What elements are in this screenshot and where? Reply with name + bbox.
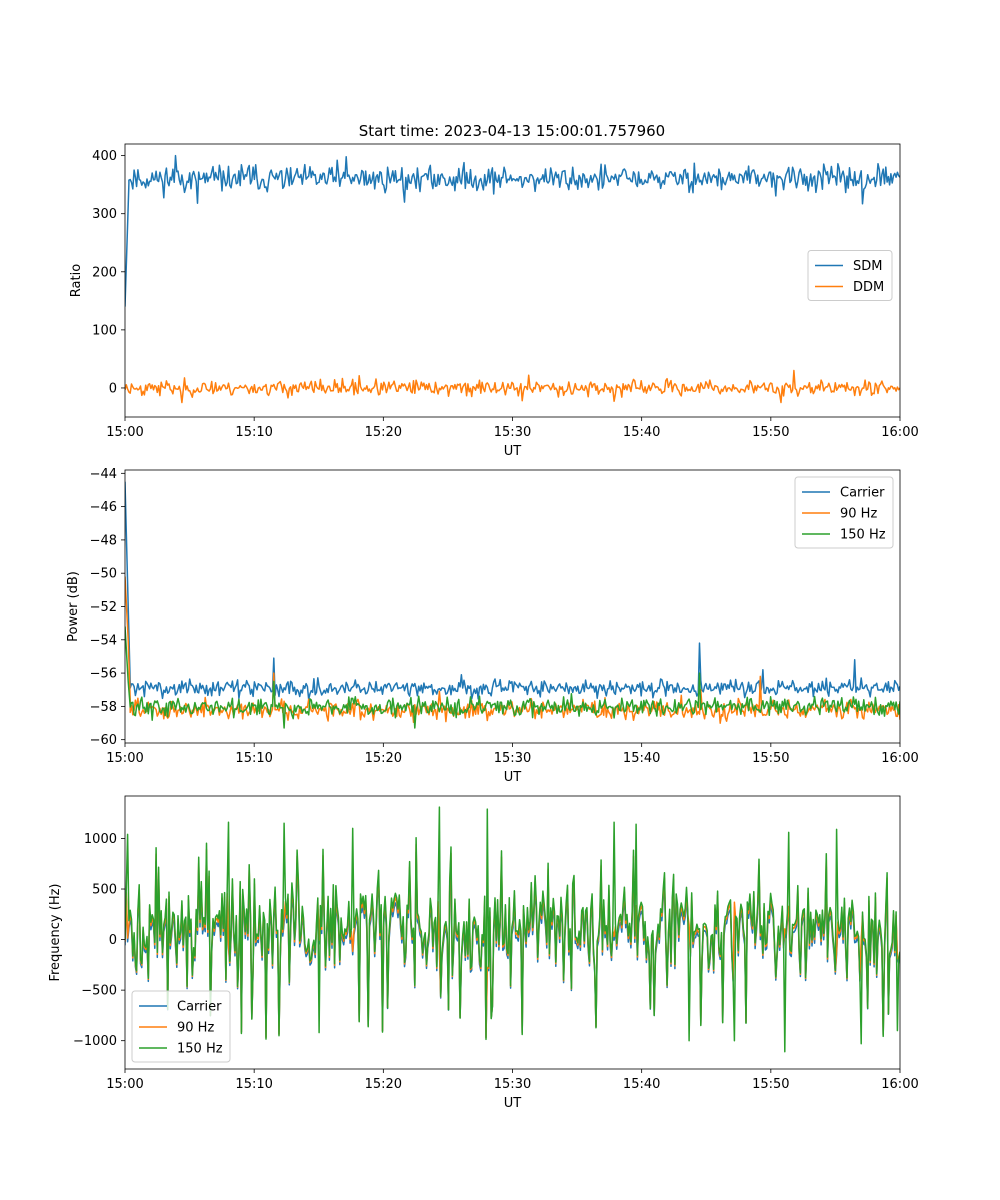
y-tick-label: 500 [92, 883, 117, 898]
legend: Carrier 90 Hz 150 Hz [794, 476, 894, 549]
legend-label: Carrier [177, 1000, 222, 1015]
x-tick-label: 15:30 [494, 425, 531, 440]
y-tick-label: −44 [90, 467, 117, 482]
y-tick-label: −48 [90, 533, 117, 548]
series-group [125, 806, 900, 1053]
legend-label: 150 Hz [177, 1042, 223, 1057]
y-tick-label: −1000 [73, 1034, 117, 1049]
legend-label: Carrier [840, 486, 885, 501]
x-tick-label: 16:00 [881, 425, 918, 440]
x-axis-label: UT [504, 444, 522, 459]
y-tick-label: −46 [90, 500, 117, 515]
x-tick-label: 15:10 [235, 425, 272, 440]
y-tick-label: 400 [92, 149, 117, 164]
legend-box [131, 990, 231, 1063]
y-tick-label: −54 [90, 633, 117, 648]
x-tick-label: 15:10 [235, 751, 272, 766]
x-tick-label: 15:40 [623, 425, 660, 440]
x-tick-label: 15:20 [365, 1077, 402, 1092]
x-tick-label: 15:50 [752, 751, 789, 766]
series-line-sdm [125, 154, 900, 307]
legend-label: 150 Hz [840, 528, 886, 543]
y-tick-label: 300 [92, 207, 117, 222]
legend-label: DDM [853, 280, 884, 295]
legend-label: 90 Hz [840, 507, 877, 522]
chart-title: Start time: 2023-04-13 15:00:01.757960 [359, 122, 665, 140]
legend-label: 90 Hz [177, 1021, 214, 1036]
subplot-3: 15:00 15:10 15:20 15:30 15:40 15:50 16:00 −1000… [48, 795, 919, 1111]
series-group [125, 481, 900, 729]
y-tick-label: −52 [90, 600, 117, 615]
y-tick-label: 0 [109, 933, 117, 948]
y-tick-label: −56 [90, 667, 117, 682]
y-axis-label: Frequency (Hz) [48, 883, 63, 981]
legend: Carrier 90 Hz 150 Hz [131, 990, 231, 1063]
x-tick-label: 15:00 [106, 751, 143, 766]
subplot-2: 15:00 15:10 15:20 15:30 15:40 15:50 16:00 −60 −5… [66, 467, 919, 785]
x-tick-label: 15:00 [106, 1077, 143, 1092]
series-group [125, 154, 900, 404]
x-tick-label: 15:30 [494, 751, 531, 766]
series-line-ddm [125, 369, 900, 404]
subplot-1: 15:00 15:10 15:20 15:30 15:40 15:50 16:00 0 100 2… [69, 143, 919, 459]
x-axis-label: UT [504, 770, 522, 785]
y-axis-label: Power (dB) [66, 571, 81, 642]
x-tick-label: 16:00 [881, 751, 918, 766]
legend-label: SDM [853, 259, 882, 274]
legend-box [807, 250, 893, 301]
x-axis-label: UT [504, 1096, 522, 1111]
series-line-150-hz [125, 626, 900, 729]
y-tick-label: 200 [92, 265, 117, 280]
x-tick-label: 15:50 [752, 425, 789, 440]
x-tick-label: 15:10 [235, 1077, 272, 1092]
x-tick-label: 15:40 [623, 1077, 660, 1092]
y-tick-label: 0 [109, 381, 117, 396]
legend-box [794, 476, 894, 549]
y-tick-label: −60 [90, 733, 117, 748]
y-tick-label: −50 [90, 567, 117, 582]
y-tick-label: −500 [81, 984, 117, 999]
y-tick-label: 100 [92, 323, 117, 338]
x-tick-label: 15:00 [106, 425, 143, 440]
x-tick-label: 15:20 [365, 751, 402, 766]
x-tick-label: 15:30 [494, 1077, 531, 1092]
x-tick-label: 16:00 [881, 1077, 918, 1092]
series-line-carrier [125, 481, 900, 701]
series-line-150-hz [125, 806, 900, 1053]
x-tick-label: 15:40 [623, 751, 660, 766]
x-tick-label: 15:50 [752, 1077, 789, 1092]
x-tick-label: 15:20 [365, 425, 402, 440]
y-tick-label: 1000 [84, 832, 117, 847]
y-axis-label: Ratio [69, 264, 84, 297]
legend: SDM DDM [807, 250, 893, 301]
y-tick-label: −58 [90, 700, 117, 715]
